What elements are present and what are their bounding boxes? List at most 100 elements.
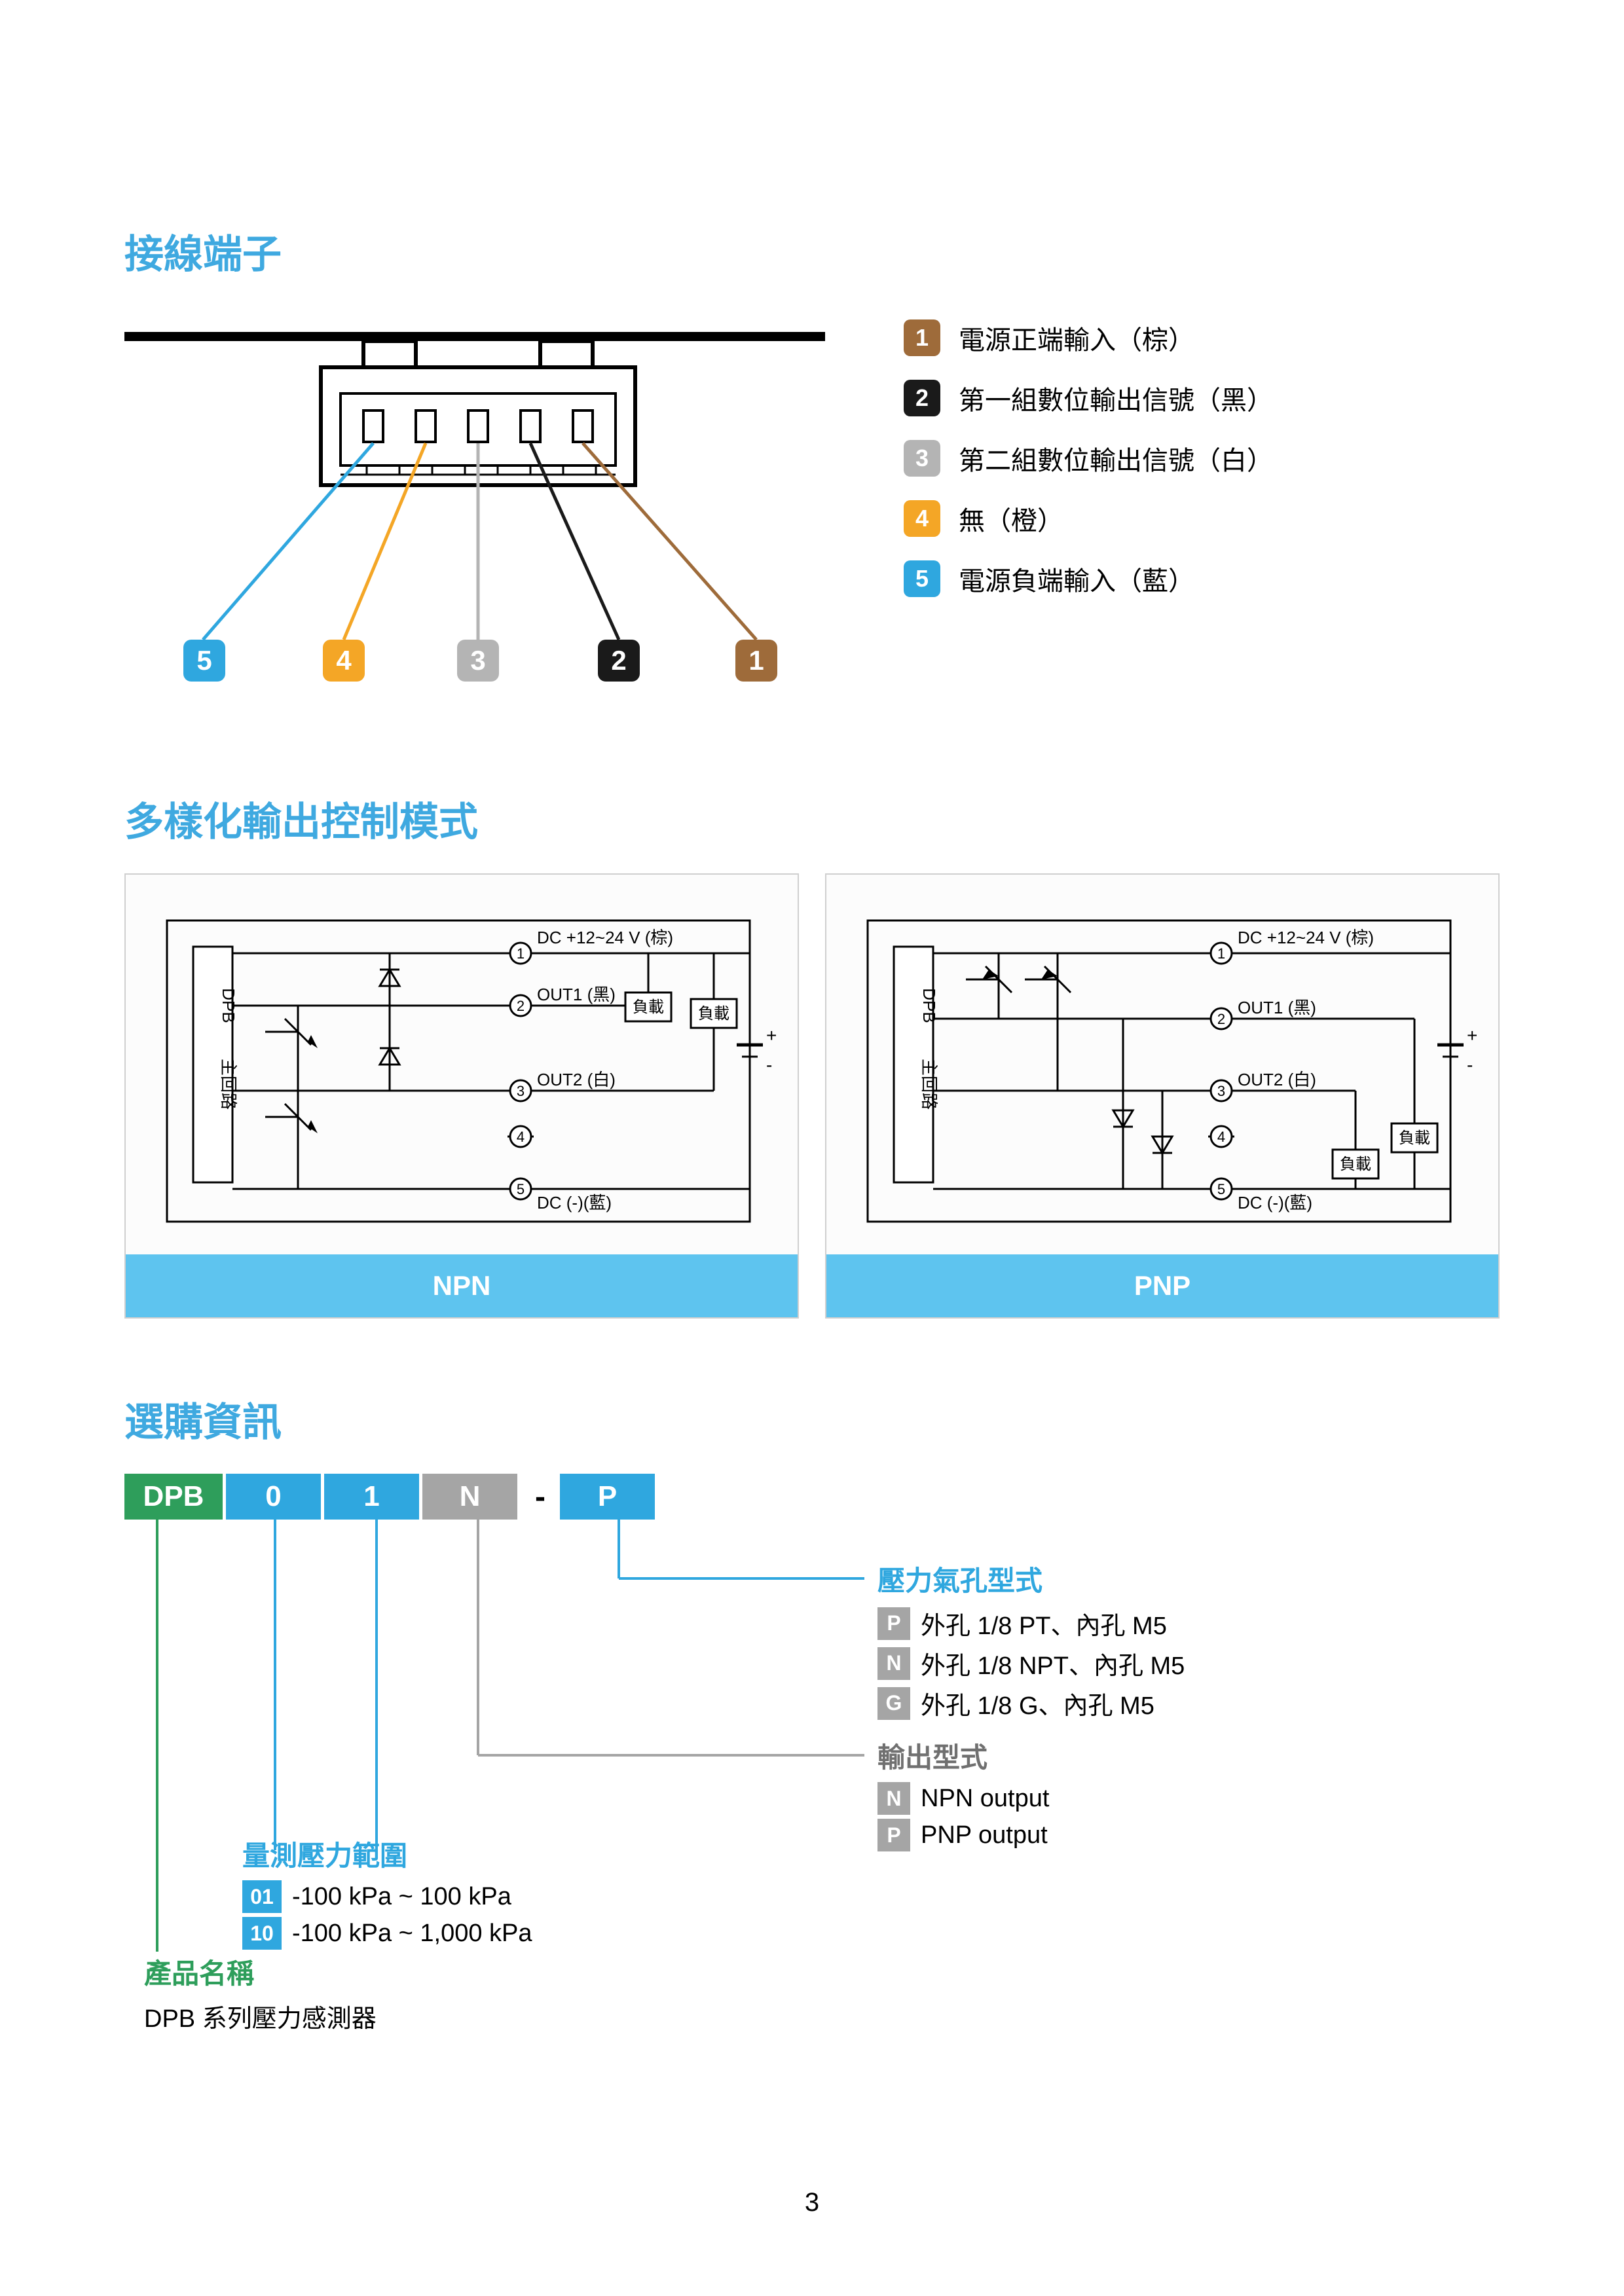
page-number: 3 [0, 2188, 1624, 2217]
svg-text:3: 3 [470, 645, 485, 676]
heading-ordering: 選購資訊 [124, 1391, 1500, 1448]
svg-text:-: - [766, 1055, 772, 1075]
order-item-text: 外孔 1/8 G、內孔 M5 [921, 1685, 1154, 1721]
order-item-key: P [877, 1819, 910, 1851]
circuit-body-npn: DPB 主回路 [126, 875, 798, 1254]
terminal-box-3: 3 [457, 640, 499, 682]
svg-text:3: 3 [517, 1083, 525, 1099]
order-item-key: N [877, 1647, 910, 1680]
order-item: G 外孔 1/8 G、內孔 M5 [877, 1685, 1185, 1721]
legend-num-4: 4 [904, 500, 940, 537]
order-item-key: N [877, 1782, 910, 1815]
order-item-text: PNP output [921, 1821, 1048, 1850]
order-item-text: -100 kPa ~ 100 kPa [292, 1883, 511, 1911]
ordering-code-row: DPB01N-P [124, 1474, 1500, 1520]
legend-row-4: 4 無（橙） [904, 500, 1500, 538]
order-group-port: 壓力氣孔型式 P 外孔 1/8 PT、內孔 M5 N 外孔 1/8 NPT、內孔 M5… [877, 1559, 1185, 1725]
terminal-box-2: 2 [598, 640, 640, 682]
circuit-card-pnp: DPB 主回路 [825, 873, 1500, 1319]
svg-text:3: 3 [1217, 1083, 1225, 1099]
svg-text:5: 5 [196, 645, 212, 676]
code-box-N: N [422, 1474, 521, 1520]
order-item: N 外孔 1/8 NPT、內孔 M5 [877, 1645, 1185, 1681]
svg-text:1: 1 [748, 645, 764, 676]
order-item: P 外孔 1/8 PT、內孔 M5 [877, 1605, 1185, 1641]
order-group-name: 產品名稱 DPB 系列壓力感測器 [144, 1952, 377, 2034]
svg-text:OUT1 (黑): OUT1 (黑) [537, 985, 616, 1004]
order-group-output: 輸出型式 N NPN output P PNP output [877, 1736, 1049, 1855]
svg-text:4: 4 [336, 645, 352, 676]
circuit-footer-pnp: PNP [826, 1254, 1498, 1317]
svg-text:DC (-)(藍): DC (-)(藍) [1238, 1193, 1312, 1212]
svg-text:負載: 負載 [698, 1005, 729, 1023]
code-box-DPB: DPB [124, 1474, 226, 1520]
circuit-footer-npn: NPN [126, 1254, 798, 1317]
code-dash: - [521, 1474, 560, 1520]
svg-text:1: 1 [1217, 945, 1225, 962]
code-box-0: 0 [226, 1474, 324, 1520]
circuits-row: DPB 主回路 [124, 873, 1500, 1319]
circuit-card-npn: DPB 主回路 [124, 873, 799, 1319]
code-box-1: 1 [324, 1474, 422, 1520]
order-item-text: -100 kPa ~ 1,000 kPa [292, 1920, 532, 1948]
svg-text:+: + [1467, 1025, 1477, 1046]
order-item-text: 外孔 1/8 NPT、內孔 M5 [921, 1645, 1185, 1681]
svg-text:OUT2 (白): OUT2 (白) [537, 1070, 616, 1089]
svg-text:4: 4 [517, 1129, 525, 1145]
order-item-key: G [877, 1687, 910, 1720]
order-group-range: 量測壓力範圍 01 -100 kPa ~ 100 kPa 10 -100 kPa ~ … [242, 1834, 532, 1954]
order-output-title: 輸出型式 [877, 1736, 1049, 1776]
terminal-legend: 1 電源正端輸入（棕） 2 第一組數位輸出信號（黑） 3 第二組數位輸出信號（白… [904, 306, 1500, 712]
svg-text:OUT2 (白): OUT2 (白) [1238, 1070, 1316, 1089]
svg-text:2: 2 [517, 998, 525, 1014]
legend-num-1: 1 [904, 319, 940, 356]
order-item: P PNP output [877, 1819, 1049, 1851]
legend-text-1: 電源正端輸入（棕） [959, 319, 1194, 357]
legend-row-5: 5 電源負端輸入（藍） [904, 560, 1500, 598]
order-item: 10 -100 kPa ~ 1,000 kPa [242, 1917, 532, 1950]
legend-num-5: 5 [904, 560, 940, 597]
legend-text-2: 第一組數位輸出信號（黑） [959, 379, 1273, 417]
legend-row-3: 3 第二組數位輸出信號（白） [904, 439, 1500, 477]
legend-row-2: 2 第一組數位輸出信號（黑） [904, 379, 1500, 417]
svg-text:1: 1 [517, 945, 525, 962]
heading-output-modes: 多樣化輸出控制模式 [124, 790, 1500, 847]
terminal-box-1: 1 [735, 640, 777, 682]
terminal-box-4: 4 [323, 640, 365, 682]
svg-text:2: 2 [1217, 1011, 1225, 1027]
legend-num-2: 2 [904, 380, 940, 416]
order-item-key: P [877, 1607, 910, 1640]
svg-text:負載: 負載 [1399, 1129, 1430, 1147]
order-item-key: 10 [242, 1917, 282, 1950]
order-range-title: 量測壓力範圍 [242, 1834, 532, 1874]
svg-text:DC +12~24 V (棕): DC +12~24 V (棕) [1238, 928, 1374, 947]
svg-text:5: 5 [1217, 1181, 1225, 1197]
terminal-diagram: 5 4 3 2 1 [124, 306, 825, 712]
svg-text:DC +12~24 V (棕): DC +12~24 V (棕) [537, 928, 673, 947]
svg-text:4: 4 [1217, 1129, 1225, 1145]
svg-text:主回路: 主回路 [919, 1059, 939, 1110]
svg-text:2: 2 [611, 645, 626, 676]
order-item-text: NPN output [921, 1785, 1049, 1813]
order-port-title: 壓力氣孔型式 [877, 1559, 1185, 1599]
code-box-P: P [560, 1474, 658, 1520]
legend-text-3: 第二組數位輸出信號（白） [959, 439, 1273, 477]
legend-num-3: 3 [904, 440, 940, 477]
legend-row-1: 1 電源正端輸入（棕） [904, 319, 1500, 357]
circuit-body-pnp: DPB 主回路 [826, 875, 1498, 1254]
order-name-sub: DPB 系列壓力感測器 [144, 1998, 377, 2034]
order-item: 01 -100 kPa ~ 100 kPa [242, 1880, 532, 1913]
terminal-box-5: 5 [183, 640, 225, 682]
legend-text-5: 電源負端輸入（藍） [959, 560, 1194, 598]
ordering-lines: 壓力氣孔型式 P 外孔 1/8 PT、內孔 M5 N 外孔 1/8 NPT、內孔 M5… [124, 1520, 1500, 2017]
svg-text:負載: 負載 [1340, 1156, 1371, 1173]
order-item-text: 外孔 1/8 PT、內孔 M5 [921, 1605, 1167, 1641]
heading-terminals: 接線端子 [124, 223, 1500, 280]
order-item-key: 01 [242, 1880, 282, 1913]
svg-text:+: + [766, 1025, 777, 1046]
terminal-section: 5 4 3 2 1 1 電源正端輸入（棕） 2 [124, 306, 1500, 712]
svg-text:OUT1 (黑): OUT1 (黑) [1238, 998, 1316, 1017]
svg-text:-: - [1467, 1055, 1473, 1075]
legend-text-4: 無（橙） [959, 500, 1063, 538]
svg-text:主回路: 主回路 [219, 1059, 238, 1110]
